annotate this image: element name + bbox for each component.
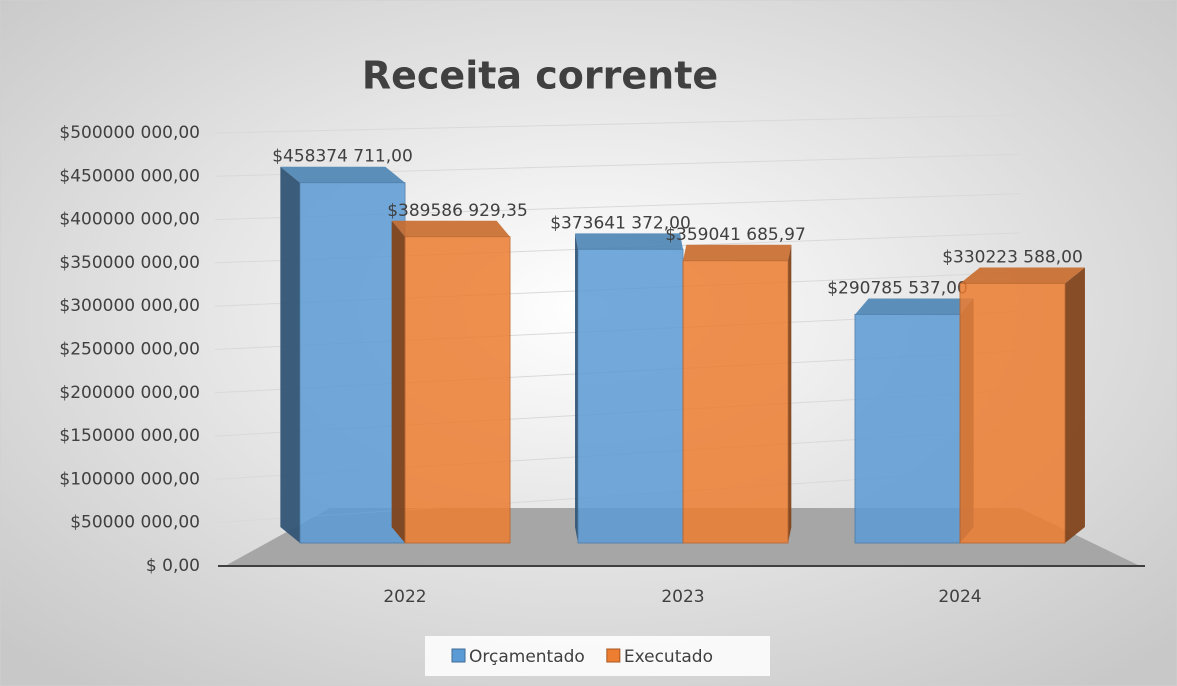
data-label: $359041 685,97 [665,225,806,245]
data-label: $330223 588,00 [942,247,1083,267]
x-tick-label: 2023 [661,587,704,607]
y-tick-label: $450000 000,00 [59,166,200,186]
legend-box [425,636,770,676]
bar [854,313,961,544]
y-tick-label: $350000 000,00 [59,253,200,273]
y-tick-label: $200000 000,00 [59,383,200,403]
legend-label: Executado [624,647,713,667]
bar-top [855,298,974,315]
bar-top [575,233,683,250]
bar [682,260,789,544]
bar [404,236,511,544]
data-label: $290785 537,00 [827,278,968,298]
y-tick-label: $ 0,00 [146,556,200,576]
y-tick-label: $50000 000,00 [70,513,200,533]
bar [577,248,684,544]
data-label: $458374 711,00 [272,147,413,167]
data-label: $389586 929,35 [387,201,528,221]
y-tick-label: $500000 000,00 [59,123,200,143]
legend-swatch [606,648,621,663]
y-tick-label: $300000 000,00 [59,296,200,316]
y-tick-label: $250000 000,00 [59,340,200,360]
bar-side [575,233,578,544]
data-label: $373641 372,00 [550,213,691,233]
bar-top [391,220,510,237]
bar-side [280,166,300,544]
bar-top [683,244,792,261]
y-tick-label: $400000 000,00 [59,210,200,230]
bar-top [960,267,1085,284]
legend-swatch [451,648,466,663]
grid-line [214,114,1021,134]
legend-label: Orçamentado [469,647,585,667]
bar-top [280,166,405,183]
bar [959,282,1066,544]
x-tick-label: 2022 [383,587,426,607]
chart-title: Receita corrente [362,54,718,98]
y-tick-label: $150000 000,00 [59,426,200,446]
bar-side [391,220,405,543]
x-tick-label: 2024 [938,587,981,607]
bar [299,182,406,544]
y-tick-label: $100000 000,00 [59,469,200,489]
bar-side [788,244,792,544]
bar-side [1065,267,1085,543]
